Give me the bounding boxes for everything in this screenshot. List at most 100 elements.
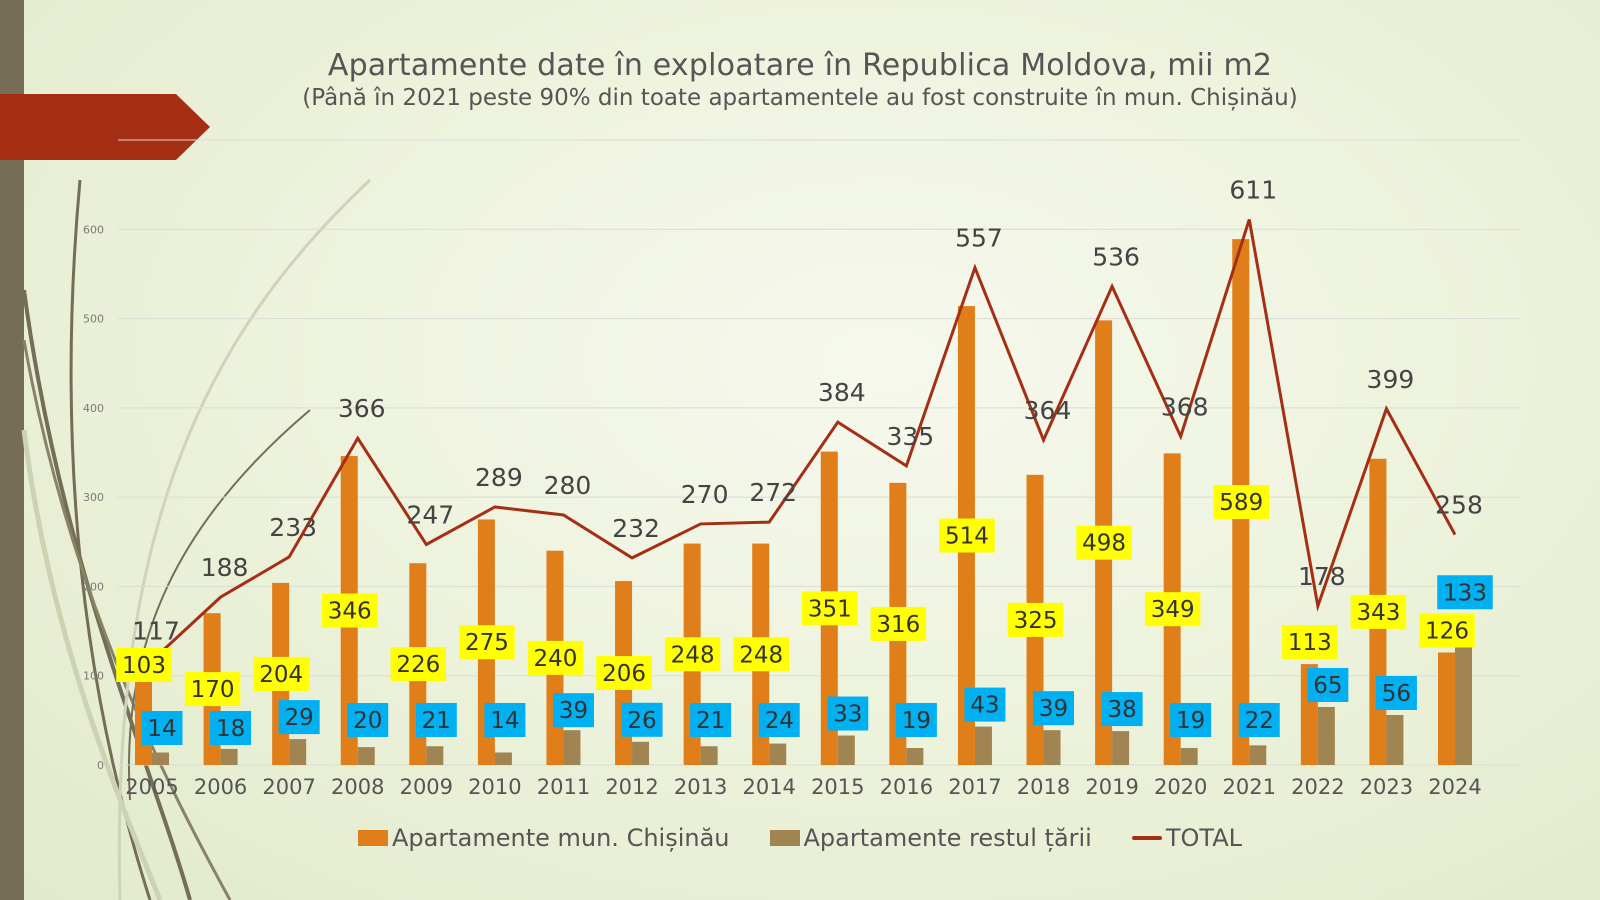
label-chisinau-bg xyxy=(459,625,515,660)
label-rest-bg xyxy=(278,700,320,735)
y-axis-ticks: 0100200300400500600700 xyxy=(83,134,104,772)
label-chisinau-text: 170 xyxy=(191,677,235,703)
label-chisinau-bg xyxy=(1213,485,1270,520)
label-total: 232 xyxy=(612,514,660,543)
label-chisinau-bg xyxy=(1007,602,1064,637)
label-rest-bg xyxy=(621,702,663,737)
label-chisinau-text: 514 xyxy=(945,524,989,550)
label-chisinau-bg xyxy=(1282,625,1338,660)
label-rest-bg xyxy=(210,711,252,745)
label-chisinau-text: 343 xyxy=(1356,600,1400,626)
label-rest-text: 14 xyxy=(147,716,176,742)
label-chisinau: 126 xyxy=(1419,613,1475,648)
label-rest-bg xyxy=(1170,703,1212,737)
label-chisinau: 325 xyxy=(1007,602,1064,637)
label-rest: 14 xyxy=(141,711,183,745)
label-rest-text: 133 xyxy=(1443,580,1487,606)
label-chisinau-text: 113 xyxy=(1288,630,1332,656)
label-rest: 19 xyxy=(1170,703,1212,737)
label-rest: 39 xyxy=(1033,691,1075,726)
legend-swatch-rest xyxy=(769,830,800,846)
label-rest: 33 xyxy=(827,696,869,731)
label-chisinau: 204 xyxy=(253,656,309,691)
x-tick-label: 2014 xyxy=(742,775,795,799)
y-tick-label: 600 xyxy=(83,223,104,236)
label-chisinau: 343 xyxy=(1350,594,1407,629)
x-tick-label: 2012 xyxy=(605,775,658,799)
bar-rest xyxy=(1249,745,1267,765)
label-chisinau: 275 xyxy=(459,625,515,660)
label-rest-bg xyxy=(1033,691,1075,726)
label-rest-bg xyxy=(347,703,389,737)
x-tick-label: 2016 xyxy=(880,775,933,799)
label-rest-text: 21 xyxy=(422,708,451,734)
label-rest: 18 xyxy=(210,711,252,745)
legend-label-chisinau: Apartamente mun. Chișinău xyxy=(392,824,730,852)
label-rest: 65 xyxy=(1307,667,1349,702)
label-chisinau: 170 xyxy=(184,672,241,707)
label-rest-bg xyxy=(690,703,732,737)
total-line xyxy=(150,219,1457,662)
label-chisinau-bg xyxy=(253,656,309,691)
bar-rest xyxy=(563,730,581,765)
x-tick-label: 2008 xyxy=(331,775,384,799)
label-rest-text: 22 xyxy=(1245,708,1274,734)
label-rest: 43 xyxy=(964,687,1006,722)
label-rest-bg xyxy=(1307,667,1349,702)
label-rest: 19 xyxy=(895,703,937,737)
label-rest: 22 xyxy=(1238,703,1280,737)
x-tick-label: 2006 xyxy=(194,775,247,799)
x-tick-label: 2015 xyxy=(811,775,864,799)
label-rest-text: 26 xyxy=(627,708,656,734)
label-chisinau-text: 589 xyxy=(1219,490,1263,516)
label-rest-bg xyxy=(895,703,937,737)
label-total: 280 xyxy=(544,471,592,500)
legend-item-total: TOTAL xyxy=(1131,824,1242,852)
label-chisinau: 349 xyxy=(1144,592,1201,627)
label-rest-text: 33 xyxy=(833,702,862,728)
label-chisinau-text: 275 xyxy=(465,630,509,656)
x-tick-label: 2022 xyxy=(1291,775,1344,799)
label-rest: 29 xyxy=(278,700,320,735)
label-rest-text: 65 xyxy=(1313,673,1342,699)
legend-label-rest: Apartamente restul țării xyxy=(803,824,1092,852)
label-chisinau-bg xyxy=(596,656,652,691)
bars xyxy=(135,239,1472,765)
label-chisinau-text: 316 xyxy=(876,612,920,638)
red-arrow-shape xyxy=(0,94,210,160)
bar-rest xyxy=(1043,730,1061,765)
label-rest-text: 19 xyxy=(902,708,931,734)
label-total: 557 xyxy=(955,224,1003,253)
label-rest-bg xyxy=(1437,575,1493,610)
label-rest: 56 xyxy=(1375,676,1417,710)
bar-rest xyxy=(494,752,512,765)
bar-rest xyxy=(700,746,718,765)
x-tick-label: 2023 xyxy=(1360,775,1413,799)
label-chisinau-bg xyxy=(733,637,789,672)
label-chisinau-text: 204 xyxy=(259,662,303,688)
label-total: 335 xyxy=(887,422,935,451)
label-chisinau: 589 xyxy=(1213,485,1270,520)
label-total: 366 xyxy=(338,394,386,423)
chart-title: Apartamente date în exploatare în Republ… xyxy=(327,48,1273,83)
label-chisinau-text: 206 xyxy=(602,661,646,687)
legend-swatch-total xyxy=(1131,836,1162,840)
x-tick-label: 2020 xyxy=(1154,775,1207,799)
label-chisinau: 351 xyxy=(802,591,858,626)
label-chisinau-bg xyxy=(390,647,447,682)
label-chisinau-text: 103 xyxy=(122,653,166,679)
bar-rest xyxy=(906,748,924,765)
label-total: 258 xyxy=(1435,491,1483,520)
y-tick-label: 400 xyxy=(83,402,104,415)
label-rest-bg xyxy=(1375,676,1417,710)
total-line-path xyxy=(150,219,1457,662)
label-total: 188 xyxy=(201,553,249,582)
x-tick-label: 2010 xyxy=(468,775,521,799)
x-tick-label: 2018 xyxy=(1017,775,1070,799)
y-tick-label: 300 xyxy=(83,491,104,504)
label-chisinau-bg xyxy=(870,606,927,641)
label-rest-bg xyxy=(827,696,869,731)
label-chisinau: 498 xyxy=(1076,525,1132,560)
x-tick-label: 2005 xyxy=(125,775,178,799)
legend-swatch-chisinau xyxy=(358,830,388,846)
